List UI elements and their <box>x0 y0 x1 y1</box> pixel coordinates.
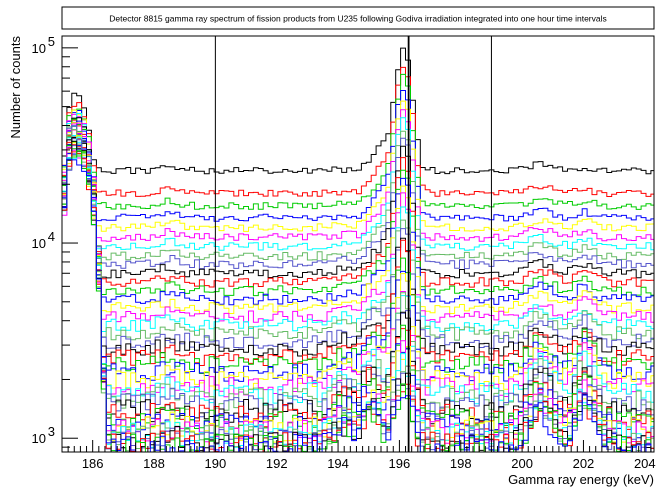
y-tick-label-base: 10 <box>32 431 46 446</box>
y-axis-title: Number of counts <box>8 36 23 139</box>
series-line <box>62 151 654 452</box>
series-line <box>62 131 654 390</box>
series-line <box>62 47 654 175</box>
series-line <box>62 117 654 279</box>
y-tick-label-base: 10 <box>32 41 46 56</box>
x-tick-label: 200 <box>511 456 533 471</box>
series-line <box>62 117 654 261</box>
chart-title: Detector 8815 gamma ray spectrum of fiss… <box>109 14 607 24</box>
series-line <box>62 120 654 306</box>
series-line <box>62 90 654 222</box>
plot-frame <box>61 35 655 453</box>
x-axis: 186 188 190 192 194 196 198 200 202 204 <box>61 440 656 471</box>
series-line <box>62 125 654 332</box>
series-line <box>62 66 654 197</box>
plot-background <box>62 36 654 452</box>
series-line <box>62 137 654 419</box>
series-line <box>62 145 654 435</box>
series-line <box>62 113 654 251</box>
x-tick-label: 204 <box>634 456 656 471</box>
x-tick-label: 194 <box>327 456 349 471</box>
series-line <box>62 158 652 452</box>
series-line <box>62 125 654 341</box>
y-tick-label-exponent: 4 <box>48 229 55 244</box>
series-line <box>62 109 654 242</box>
chart-title-box: Detector 8815 gamma ray spectrum of fiss… <box>61 6 655 30</box>
x-tick-label: 196 <box>389 456 411 471</box>
x-axis-title: Gamma ray energy (keV) <box>508 472 654 487</box>
series-line <box>62 122 654 323</box>
vertical-marker-group <box>214 36 492 452</box>
x-tick-label: 188 <box>143 456 165 471</box>
y-tick-label-exponent: 5 <box>48 34 55 49</box>
series-line <box>62 133 654 383</box>
series-line <box>62 129 654 411</box>
series-line <box>62 129 654 398</box>
series-line <box>62 100 654 232</box>
series-line <box>62 122 654 315</box>
x-tick-label: 202 <box>573 456 595 471</box>
series-line <box>62 73 654 210</box>
series-line <box>62 140 654 452</box>
y-tick-label-exponent: 3 <box>48 424 55 439</box>
x-tick-label: 192 <box>266 456 288 471</box>
series-line <box>62 117 654 270</box>
series-group <box>62 47 654 452</box>
series-line <box>62 118 654 297</box>
x-tick-label: 190 <box>205 456 227 471</box>
y-tick-label-base: 10 <box>32 236 46 251</box>
x-tick-label: 198 <box>450 456 472 471</box>
x-tick-label: 186 <box>82 456 104 471</box>
series-line <box>62 150 652 452</box>
series-line <box>62 119 654 288</box>
